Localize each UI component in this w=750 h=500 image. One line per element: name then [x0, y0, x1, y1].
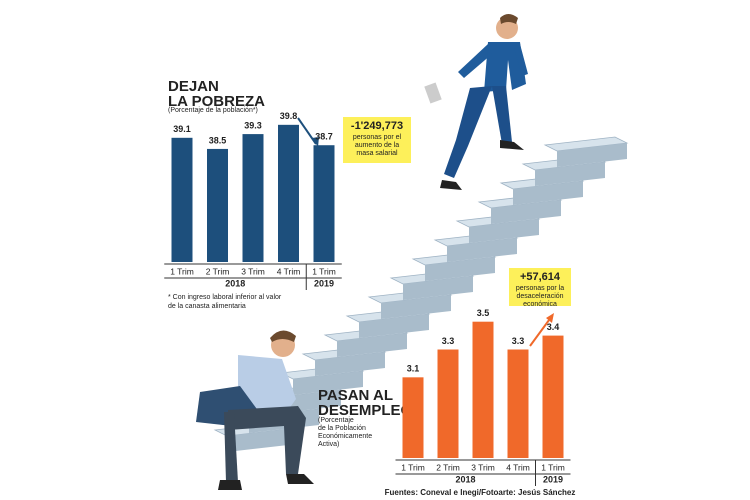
annotation-text: aumento de la: [355, 142, 399, 149]
bar: [207, 148, 228, 262]
chart-subtitle: Económicamente: [318, 433, 372, 440]
bar: [278, 124, 299, 262]
value-label: 3.4: [547, 322, 560, 332]
category-label: 4 Trim: [277, 266, 301, 276]
value-label: 38.5: [209, 135, 227, 145]
category-label: 1 Trim: [401, 462, 425, 472]
stair-riser: [447, 238, 517, 262]
source-note: Fuentes: Coneval e Inegi/Fotoarte: Jesús…: [385, 488, 576, 497]
stair-riser: [359, 314, 429, 338]
value-label: 39.1: [173, 124, 191, 134]
value-label: 39.8: [280, 111, 298, 121]
chart-title: DESEMPLEO: [318, 402, 413, 419]
stair-riser: [403, 276, 473, 300]
stair-riser: [381, 295, 451, 319]
bar: [242, 134, 264, 262]
category-label: 3 Trim: [241, 266, 265, 276]
trend-arrow-head: [546, 313, 554, 323]
year-label: 2018: [225, 278, 245, 288]
annotation-text: masa salarial: [356, 150, 398, 157]
stair-riser: [227, 428, 297, 452]
stair-riser: [535, 162, 605, 186]
value-label: 3.3: [442, 336, 455, 346]
bar: [402, 377, 424, 458]
category-label: 1 Trim: [312, 266, 336, 276]
bar: [542, 335, 564, 458]
category-label: 1 Trim: [541, 462, 565, 472]
trend-arrow: [297, 117, 317, 145]
annotation-box: [509, 268, 571, 306]
footnote: * Con ingreso laboral inferior al valor: [168, 294, 282, 301]
annotation-text: personas por la: [516, 285, 564, 292]
annotation-text: personas por el: [353, 134, 402, 141]
value-label: 38.7: [315, 132, 333, 142]
value-label: 3.5: [477, 308, 490, 318]
value-label: 39.3: [244, 120, 262, 130]
year-label: 2019: [543, 474, 563, 484]
bar: [472, 321, 494, 458]
trend-arrow-head: [312, 137, 319, 147]
bar: [171, 137, 193, 262]
category-label: 2 Trim: [206, 266, 230, 276]
chart-subtitle: de la Población: [318, 425, 366, 432]
stair-riser: [557, 143, 627, 167]
annotation-figure: +57,614: [520, 271, 561, 283]
chart-subtitle: (Porcentaje de la población*): [168, 107, 258, 114]
chart-title: LA POBREZA: [168, 93, 265, 110]
value-label: 3.1: [407, 364, 420, 374]
stair-riser: [293, 371, 363, 395]
chart-title: PASAN AL: [318, 387, 393, 404]
bar: [437, 349, 459, 458]
category-label: 2 Trim: [436, 462, 460, 472]
value-label: 3.3: [512, 336, 525, 346]
annotation-box: [343, 117, 411, 163]
sitting-man-illustration: [196, 330, 314, 490]
stair-riser: [491, 200, 561, 224]
bar: [507, 349, 529, 458]
chart-title: DEJAN: [168, 78, 219, 95]
chart-subtitle: (Porcentaje: [318, 417, 354, 424]
annotation-text: desaceleración: [516, 293, 563, 300]
climbing-man-illustration: [424, 14, 528, 190]
stair-riser: [337, 333, 407, 357]
stair-riser: [513, 181, 583, 205]
category-label: 1 Trim: [170, 266, 194, 276]
chart-subtitle: Activa): [318, 441, 339, 448]
trend-arrow: [529, 315, 553, 347]
stair-riser: [315, 352, 385, 376]
bar: [313, 145, 335, 262]
category-label: 3 Trim: [471, 462, 495, 472]
category-label: 4 Trim: [506, 462, 530, 472]
year-label: 2019: [314, 278, 334, 288]
annotation-text: económica: [523, 301, 557, 308]
annotation-figure: -1'249,773: [351, 120, 403, 132]
footnote: de la canasta alimentaria: [168, 303, 246, 310]
stairs-illustration: [213, 136, 629, 452]
stair-riser: [469, 219, 539, 243]
stair-riser: [425, 257, 495, 281]
year-label: 2018: [455, 474, 475, 484]
